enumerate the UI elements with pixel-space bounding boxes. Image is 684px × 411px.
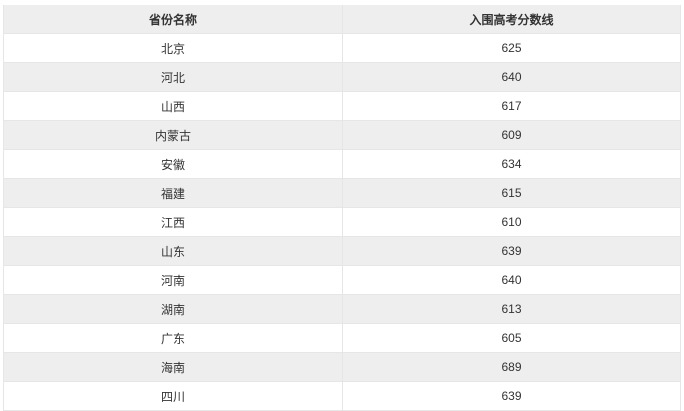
province-cell: 海南 (3, 352, 343, 382)
table-row: 山东 639 (3, 236, 681, 266)
table-row: 北京 625 (3, 33, 681, 63)
score-cell: 609 (342, 120, 681, 150)
table-row: 湖南 613 (3, 294, 681, 324)
score-cell: 617 (342, 91, 681, 121)
province-cell: 江西 (3, 207, 343, 237)
province-cell: 河南 (3, 265, 343, 295)
table-row: 河南 640 (3, 265, 681, 295)
table-row: 海南 689 (3, 352, 681, 382)
table-row: 山西 617 (3, 91, 681, 121)
province-cell: 山东 (3, 236, 343, 266)
table-row: 江西 610 (3, 207, 681, 237)
score-cell: 615 (342, 178, 681, 208)
header-score-line: 入围高考分数线 (342, 5, 681, 34)
score-cell: 640 (342, 62, 681, 92)
score-cell: 639 (342, 381, 681, 411)
province-cell: 北京 (3, 33, 343, 63)
score-cell: 640 (342, 265, 681, 295)
score-cell: 689 (342, 352, 681, 382)
score-table: 省份名称 入围高考分数线 北京 625 河北 640 山西 617 内蒙古 609 安徽 634 福… (3, 5, 681, 411)
score-cell: 634 (342, 149, 681, 179)
header-province: 省份名称 (3, 5, 343, 34)
province-cell: 内蒙古 (3, 120, 343, 150)
score-cell: 605 (342, 323, 681, 353)
province-cell: 四川 (3, 381, 343, 411)
table-row: 广东 605 (3, 323, 681, 353)
table-row: 安徽 634 (3, 149, 681, 179)
province-cell: 河北 (3, 62, 343, 92)
score-cell: 610 (342, 207, 681, 237)
table-header-row: 省份名称 入围高考分数线 (3, 5, 681, 34)
province-cell: 安徽 (3, 149, 343, 179)
table-row: 福建 615 (3, 178, 681, 208)
score-cell: 625 (342, 33, 681, 63)
table-row: 内蒙古 609 (3, 120, 681, 150)
table-row: 河北 640 (3, 62, 681, 92)
table-row: 四川 639 (3, 381, 681, 411)
province-cell: 山西 (3, 91, 343, 121)
province-cell: 福建 (3, 178, 343, 208)
score-cell: 639 (342, 236, 681, 266)
province-cell: 广东 (3, 323, 343, 353)
province-cell: 湖南 (3, 294, 343, 324)
score-cell: 613 (342, 294, 681, 324)
